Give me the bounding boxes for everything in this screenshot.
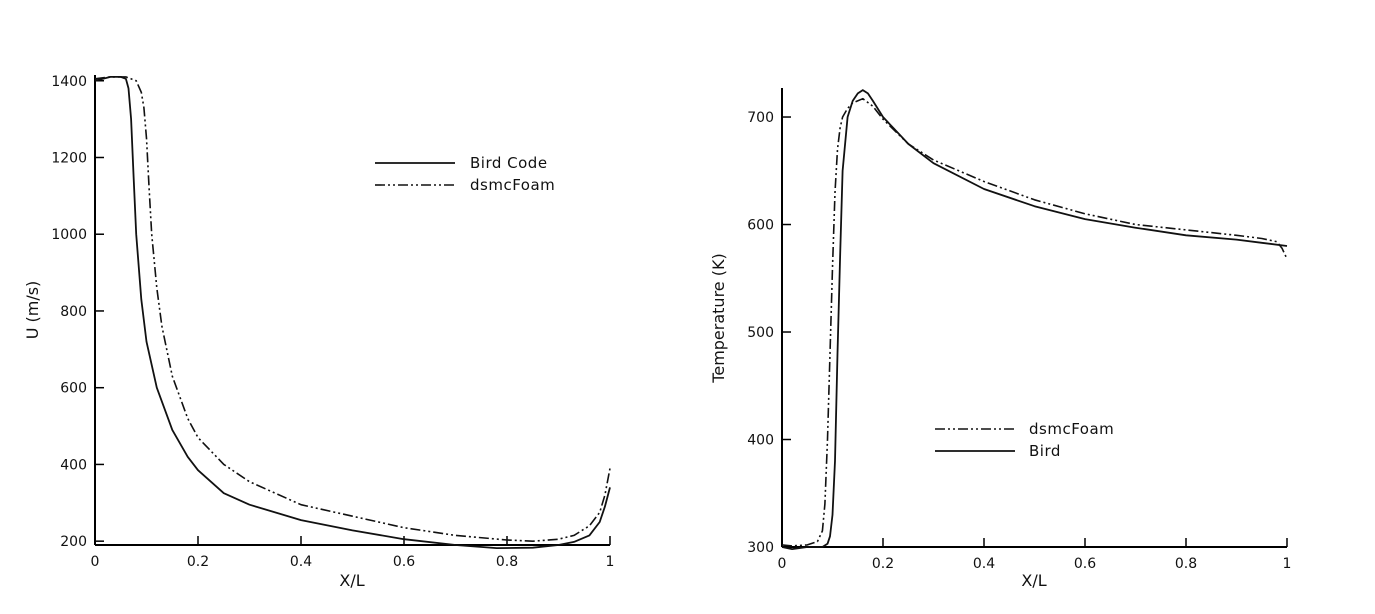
x-tick-label: 0.2 — [187, 554, 209, 570]
x-tick-label: 1 — [606, 554, 615, 570]
series-line-bird-code — [94, 76, 611, 549]
y-tick-label: 1200 — [51, 150, 87, 166]
x-tick-label: 0.6 — [393, 554, 415, 570]
x-tick-label: 0.6 — [1074, 556, 1096, 572]
y-tick-label: 800 — [60, 304, 87, 320]
x-tick-label: 0.2 — [872, 556, 894, 572]
x-tick-label: 0 — [778, 556, 787, 572]
y-tick-label: 700 — [747, 110, 774, 126]
x-tick-label: 0.8 — [1175, 556, 1197, 572]
y-axis-title: Temperature (K) — [709, 253, 728, 383]
legend: Bird Code dsmcFoam — [375, 154, 555, 194]
series-line-dsmcfoam — [94, 76, 611, 543]
x-axis-title: X/L — [339, 571, 364, 590]
y-tick-label: 600 — [747, 218, 774, 234]
y-tick-label: 400 — [747, 433, 774, 449]
legend-label-bird-code: Bird Code — [470, 154, 548, 172]
legend: dsmcFoam Bird — [935, 420, 1114, 460]
x-tick-label: 0.4 — [973, 556, 995, 572]
series — [94, 76, 611, 549]
series-line-dsmcfoam — [781, 97, 1288, 547]
legend-label-bird: Bird — [1029, 442, 1061, 460]
y-axis-title: U (m/s) — [23, 281, 42, 340]
series-line-bird — [781, 89, 1288, 550]
x-ticks: 0 0.2 0.4 0.6 0.8 1 — [91, 536, 615, 570]
legend-label-dsmcfoam: dsmcFoam — [470, 176, 555, 194]
y-tick-label: 1000 — [51, 227, 87, 243]
y-tick-label: 500 — [747, 325, 774, 341]
chart-temperature: 300 400 500 600 700 0 0.2 0.4 0.6 0.8 1 X/L Tempe… — [709, 88, 1291, 590]
x-tick-label: 1 — [1283, 556, 1292, 572]
y-ticks: 300 400 500 600 700 — [747, 110, 791, 556]
y-tick-label: 300 — [747, 540, 774, 556]
x-axis-title: X/L — [1021, 571, 1046, 590]
x-tick-label: 0.4 — [290, 554, 312, 570]
series — [781, 89, 1288, 550]
x-tick-label: 0 — [91, 554, 100, 570]
y-tick-label: 1400 — [51, 74, 87, 90]
y-ticks: 200 400 600 800 1000 1200 1400 — [51, 74, 104, 550]
x-ticks: 0 0.2 0.4 0.6 0.8 1 — [778, 538, 1292, 572]
y-tick-label: 200 — [60, 534, 87, 550]
y-tick-label: 600 — [60, 381, 87, 397]
legend-label-dsmcfoam: dsmcFoam — [1029, 420, 1114, 438]
x-tick-label: 0.8 — [496, 554, 518, 570]
y-tick-label: 400 — [60, 457, 87, 473]
